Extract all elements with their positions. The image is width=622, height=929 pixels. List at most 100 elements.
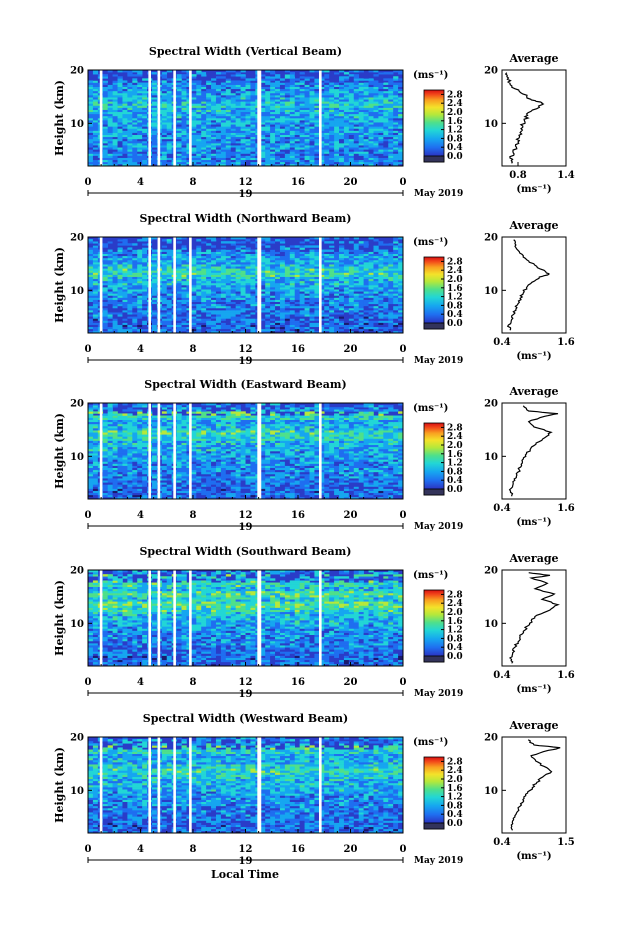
heatmap-cell [294,134,300,138]
heatmap-cell [393,274,399,277]
heatmap-cell [137,328,143,332]
heatmap-cell [279,159,286,163]
heatmap-cell [304,153,310,156]
heatmap-cell [339,326,345,330]
heatmap-cell [215,134,222,138]
heatmap-cell [117,145,123,148]
heatmap-cell [117,293,123,296]
heatmap-cell [329,95,335,98]
heatmap-cell [393,287,399,290]
heatmap-cell [284,82,291,85]
heatmap-cell [339,84,345,87]
heatmap-cell [343,270,350,273]
heatmap-cell [220,113,227,117]
heatmap-cell [304,157,310,161]
heatmap-cell [265,324,271,328]
heatmap-cell [260,128,266,131]
heatmap-cell [161,76,168,79]
heatmap-cell [151,297,158,300]
heatmap-cell [127,109,133,113]
heatmap-cell [117,122,123,125]
heatmap-cell [196,80,202,83]
heatmap-cell [191,297,197,300]
heatmap-cell [353,326,360,330]
heatmap-cell [107,97,113,100]
heatmap-cell [299,322,305,325]
heatmap-cell [304,82,310,85]
heatmap-cell [220,312,227,315]
heatmap-cell [230,90,236,94]
heatmap-cell [117,99,123,102]
heatmap-cell [225,105,232,108]
heatmap-cell [373,305,379,309]
heatmap-cell [348,132,355,135]
heatmap-cell [393,126,399,129]
heatmap-cell [329,289,335,292]
heatmap-cell [284,295,291,298]
heatmap-cell [353,163,360,166]
heatmap-cell [284,113,291,117]
heatmap-cell [368,326,374,330]
heatmap-cell [92,262,99,265]
heatmap-cell [92,316,99,319]
heatmap-cell [215,285,222,288]
heatmap-cell [176,316,182,319]
heatmap-cell [137,303,143,307]
heatmap-cell [220,153,227,156]
heatmap-cell [186,264,192,267]
heatmap-cell [324,84,330,87]
heatmap-cell [348,88,355,92]
heatmap-cell [398,88,403,92]
heatmap-cell [309,280,315,284]
heatmap-cell [112,99,118,102]
heatmap-cell [206,270,212,273]
heatmap-cell [166,92,172,96]
heatmap-cell [137,97,143,100]
heatmap-cell [373,140,379,144]
heatmap-cell [245,90,251,94]
average-x-tick-label: 1.4 [557,170,574,181]
heatmap-cell [230,115,236,119]
heatmap-cell [294,107,300,110]
heatmap-cell [201,326,207,330]
heatmap-cell [353,99,360,102]
heatmap-cell [265,276,271,280]
heatmap-cell [88,120,94,123]
heatmap-cell [215,72,222,75]
heatmap-cell [304,328,310,332]
heatmap-cell [230,82,236,85]
heatmap-cell [122,82,128,85]
heatmap-cell [245,88,251,92]
heatmap-cell [132,70,138,73]
heatmap-cell [225,126,232,129]
heatmap-cell [398,291,403,294]
heatmap-cell [166,297,172,300]
heatmap-cell [176,132,182,135]
heatmap-cell [211,126,217,129]
heatmap-cell [343,105,350,108]
heatmap-cell [88,99,94,102]
heatmap-cell [353,101,360,104]
heatmap-cell [358,124,364,127]
heatmap-cell [206,120,212,123]
heatmap-cell [230,157,236,161]
heatmap-cell [112,322,118,325]
heatmap-cell [358,147,364,150]
heatmap-cell [137,115,143,119]
heatmap-cell [107,136,113,140]
heatmap-cell [393,293,399,296]
heatmap-cell [92,80,99,83]
heatmap-cell [92,157,99,161]
heatmap-cell [240,157,246,161]
heatmap-cell [393,161,399,165]
heatmap-cell [289,268,296,271]
heatmap-cell [339,111,345,115]
heatmap-cell [260,322,266,325]
heatmap-cell [196,153,202,156]
heatmap-cell [378,268,384,271]
heatmap-cell [334,297,340,300]
heatmap-cell [181,285,187,288]
heatmap-cell [186,322,192,325]
heatmap-cell [107,101,113,104]
heatmap-cell [388,276,394,280]
